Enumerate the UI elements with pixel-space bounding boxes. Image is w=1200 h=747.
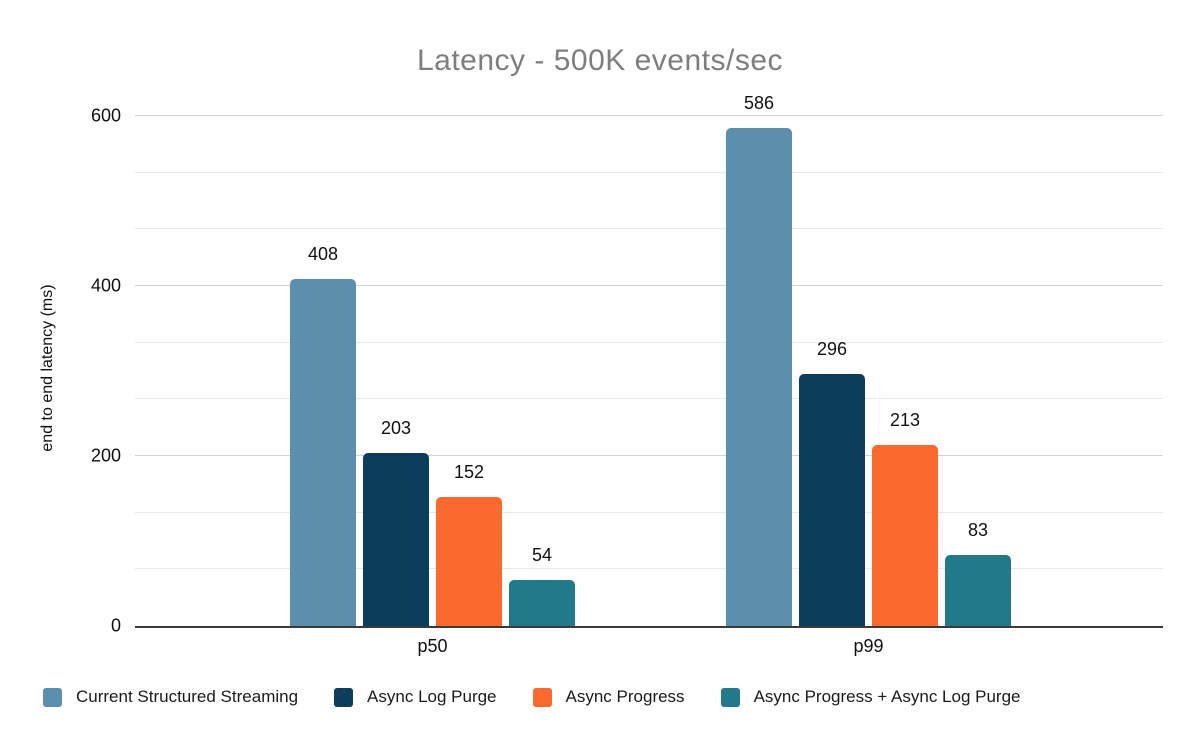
legend-label: Async Progress + Async Log Purge xyxy=(753,687,1021,706)
legend-item-async-log-purge: Async Log Purge xyxy=(334,687,497,707)
minor-gridline xyxy=(135,398,1163,400)
legend-swatch-icon xyxy=(532,687,552,707)
bar-value-label: 408 xyxy=(307,244,339,265)
category-label-p99: p99 xyxy=(853,636,884,656)
bar-slot: 54 xyxy=(509,116,575,626)
legend-label: Async Log Purge xyxy=(367,687,497,706)
legend-item-async-progress: Async Progress xyxy=(532,687,685,707)
y-tick-label: 200 xyxy=(90,445,121,466)
bar-slot: 408 xyxy=(290,116,356,626)
minor-gridline xyxy=(135,228,1163,230)
plot-area: 0 200 400 600 408 203 152 54 p50 586 296 213 83 p99 xyxy=(91,94,1163,656)
bar-slot: 296 xyxy=(799,116,865,626)
legend-swatch-icon xyxy=(720,687,740,707)
legend-swatch-icon xyxy=(334,687,354,707)
legend-swatch-icon xyxy=(43,687,62,707)
y-tick-label: 0 xyxy=(110,615,121,636)
bar-p99-async-log-purge xyxy=(799,374,865,626)
x-axis-line xyxy=(135,626,1163,628)
y-axis-title: end to end latency (ms) xyxy=(39,284,56,452)
y-tick-label: 600 xyxy=(90,105,121,126)
bar-p50-async-progress-async-log-purge xyxy=(509,580,575,626)
bar-value-label: 586 xyxy=(743,92,775,113)
bar-slot: 83 xyxy=(945,116,1011,626)
minor-gridline xyxy=(135,171,1163,173)
legend-label: Async Progress xyxy=(565,687,685,706)
major-gridline xyxy=(135,115,1163,116)
bar-value-label: 152 xyxy=(453,461,485,482)
y-tick-label: 400 xyxy=(90,275,121,296)
major-gridline xyxy=(135,285,1163,286)
minor-gridline xyxy=(135,511,1163,513)
bar-value-label: 83 xyxy=(967,520,989,541)
major-gridline xyxy=(135,455,1163,456)
minor-gridline xyxy=(135,341,1163,343)
bar-slot: 203 xyxy=(363,116,429,626)
bar-value-label: 54 xyxy=(531,545,553,566)
legend-item-async-progress-async-log-purge: Async Progress + Async Log Purge xyxy=(720,687,1021,707)
bar-p99-async-progress xyxy=(872,444,938,626)
bar-value-label: 213 xyxy=(889,409,921,430)
bar-slot: 152 xyxy=(436,116,502,626)
bar-p50-async-progress xyxy=(436,496,502,626)
bar-group-p50: 408 203 152 54 xyxy=(290,116,575,626)
legend: Current Structured Streaming Async Log Pu… xyxy=(43,687,1021,707)
bar-slot: 586 xyxy=(726,94,792,626)
minor-gridline xyxy=(135,568,1163,570)
chart-title: Latency - 500K events/sec xyxy=(416,44,784,77)
bar-value-label: 296 xyxy=(816,339,848,360)
bar-p99-async-progress-async-log-purge xyxy=(945,555,1011,626)
bar-value-label: 203 xyxy=(380,418,412,439)
bar-group-p99: 586 296 213 83 xyxy=(726,94,1011,626)
bar-p99-current-structured-streaming xyxy=(726,127,792,626)
bar-slot: 213 xyxy=(872,116,938,626)
legend-label: Current Structured Streaming xyxy=(76,687,299,706)
bar-p50-async-log-purge xyxy=(363,453,429,626)
legend-item-current-structured-streaming: Current Structured Streaming xyxy=(43,687,298,707)
category-label-p50: p50 xyxy=(417,636,448,656)
bar-p50-current-structured-streaming xyxy=(290,279,356,626)
